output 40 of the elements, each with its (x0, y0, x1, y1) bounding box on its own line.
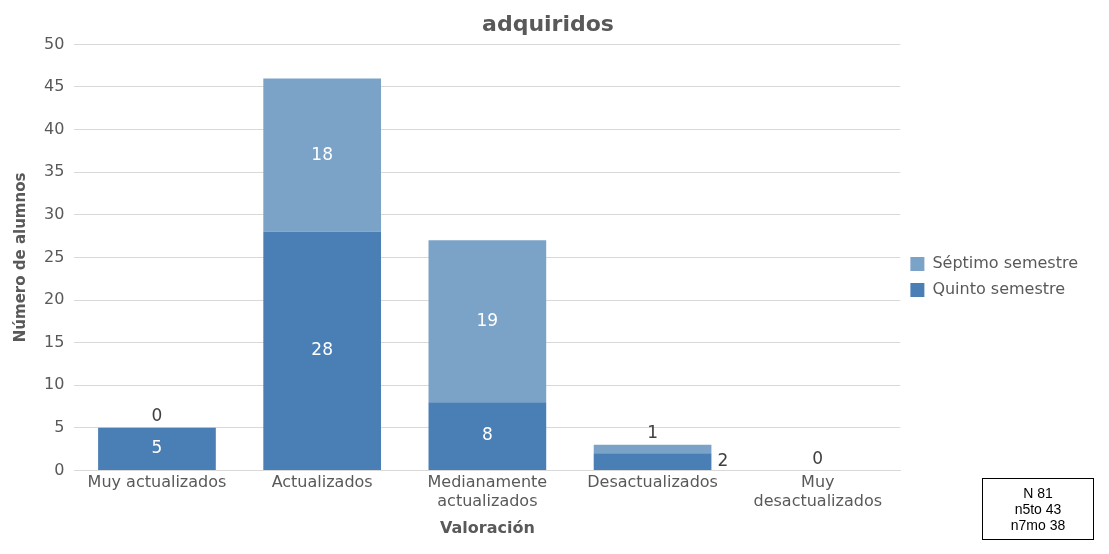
legend-label: Séptimo semestre (932, 253, 1078, 273)
y-tick-label: 10 (44, 374, 65, 394)
y-tick-label: 30 (44, 203, 65, 223)
bar (428, 402, 547, 470)
legend-label: Quinto semestre (932, 279, 1066, 299)
y-tick-label: 0 (54, 459, 65, 479)
y-tick-label: 40 (44, 118, 65, 138)
y-tick-label: 50 (44, 33, 65, 53)
data-label: 5 (151, 437, 163, 458)
data-label: 8 (481, 424, 493, 445)
text: n5to 43 (1013, 501, 1063, 517)
x-axis-title: Valoración (439, 517, 535, 537)
data-label: 19 (476, 309, 499, 330)
bar (263, 78, 382, 232)
x-tick-label: Muy actualizados (87, 472, 227, 492)
x-tick-label: Desactualizados (587, 472, 718, 492)
data-label: 28 (311, 339, 333, 360)
bar (593, 453, 712, 470)
text: N 81 (1022, 485, 1054, 501)
y-axis-title: Número de alumnos (10, 172, 29, 343)
bar (98, 427, 216, 470)
y-tick-label: 15 (44, 331, 65, 351)
y-tick-label: 45 (44, 76, 65, 96)
chart-title: adquiridos (482, 10, 614, 36)
y-tick-label: 35 (44, 161, 65, 181)
text: n7mo 38 (1009, 517, 1067, 533)
bar (428, 240, 547, 403)
data-label: 18 (311, 143, 333, 164)
y-tick-label: 5 (54, 416, 65, 436)
bar (263, 231, 382, 470)
data-label: 0 (812, 447, 824, 468)
x-tick-label: Medianamente actualizados (427, 472, 548, 511)
y-tick-label: 25 (44, 246, 65, 266)
bar (593, 444, 712, 454)
y-tick-label: 20 (44, 289, 65, 309)
x-tick-label: Actualizados (271, 472, 373, 492)
data-label: 1 (647, 422, 658, 443)
data-label: 0 (151, 405, 163, 426)
data-label: 2 (717, 450, 729, 471)
x-tick-label: Muy desactualizados (753, 472, 883, 511)
